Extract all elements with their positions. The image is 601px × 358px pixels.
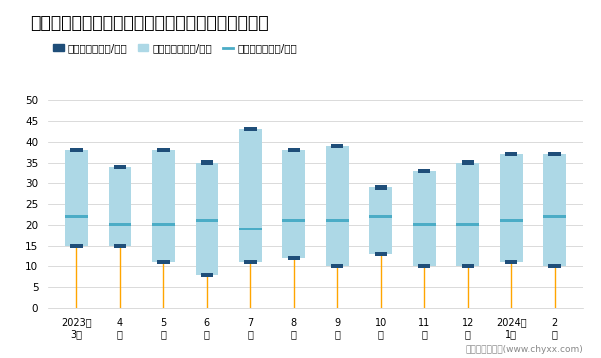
Bar (456, 163, 479, 266)
Bar (195, 219, 218, 222)
Bar (326, 146, 349, 266)
Bar (152, 150, 175, 262)
Bar (287, 148, 300, 152)
Bar (152, 223, 175, 226)
Bar (456, 223, 479, 226)
Bar (462, 160, 474, 165)
Bar (418, 264, 430, 268)
Bar (109, 167, 131, 246)
Bar (500, 219, 522, 222)
Bar (549, 152, 561, 156)
Bar (374, 252, 387, 256)
Bar (370, 215, 392, 218)
Bar (282, 219, 305, 222)
Bar (505, 152, 517, 156)
Bar (505, 260, 517, 264)
Bar (543, 215, 566, 218)
Bar (65, 215, 88, 218)
Bar (244, 260, 257, 264)
Bar (114, 243, 126, 248)
Text: 制图：智研咨询(www.chyxx.com): 制图：智研咨询(www.chyxx.com) (465, 345, 583, 354)
Bar (109, 223, 131, 226)
Bar (65, 150, 88, 246)
Bar (413, 171, 436, 266)
Bar (201, 272, 213, 277)
Bar (201, 160, 213, 165)
Bar (549, 264, 561, 268)
Bar (282, 150, 305, 258)
Bar (326, 219, 349, 222)
Legend: 最低成交价（元/㎡）, 最高成交价（元/㎡）, 集中成交价（元/㎡）: 最低成交价（元/㎡）, 最高成交价（元/㎡）, 集中成交价（元/㎡） (53, 43, 297, 53)
Bar (157, 260, 169, 264)
Bar (374, 185, 387, 189)
Bar (331, 264, 344, 268)
Bar (462, 264, 474, 268)
Bar (244, 127, 257, 131)
Bar (287, 256, 300, 260)
Bar (239, 228, 261, 231)
Bar (543, 154, 566, 266)
Bar (157, 148, 169, 152)
Bar (70, 243, 82, 248)
Text: 近一年重庆市二类地段住宅市场租赁成交价格对比图: 近一年重庆市二类地段住宅市场租赁成交价格对比图 (30, 14, 269, 32)
Bar (114, 165, 126, 169)
Bar (331, 144, 344, 148)
Bar (418, 169, 430, 173)
Bar (500, 154, 522, 262)
Bar (370, 188, 392, 254)
Bar (239, 129, 261, 262)
Bar (413, 223, 436, 226)
Bar (195, 163, 218, 275)
Bar (70, 148, 82, 152)
